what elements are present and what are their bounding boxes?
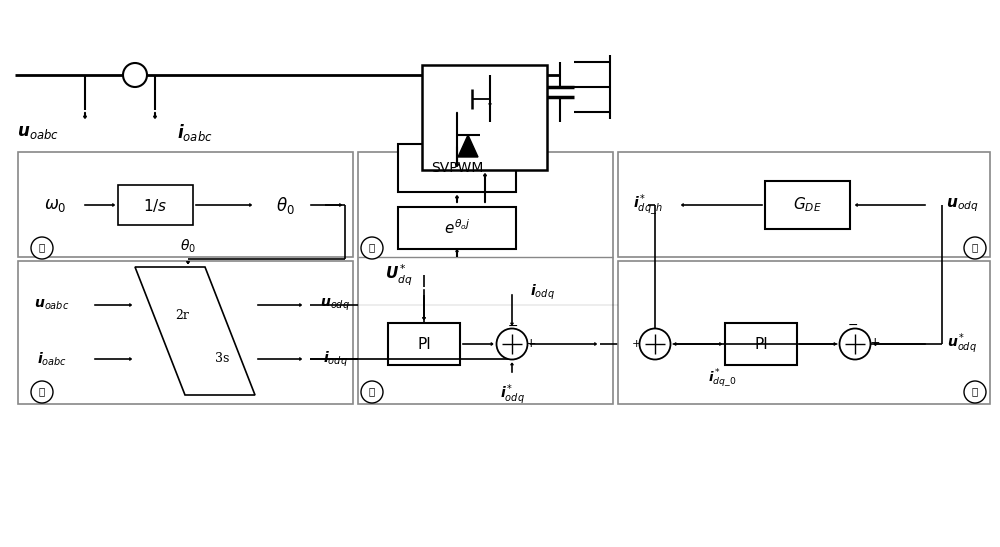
Text: ⑥: ⑥ bbox=[369, 243, 375, 253]
Bar bbox=[618, 261, 990, 404]
Text: SVPWM: SVPWM bbox=[431, 161, 483, 175]
Text: $\theta_0$: $\theta_0$ bbox=[276, 195, 294, 216]
Text: PI: PI bbox=[417, 336, 431, 352]
Bar bbox=[725, 323, 797, 365]
Text: $\theta_0$: $\theta_0$ bbox=[180, 237, 196, 255]
Text: $\boldsymbol{u}_{oabc}$: $\boldsymbol{u}_{oabc}$ bbox=[17, 124, 59, 141]
Text: $e^{\theta_o j}$: $e^{\theta_o j}$ bbox=[444, 219, 470, 237]
Text: $G_{DE}$: $G_{DE}$ bbox=[793, 196, 822, 214]
Text: 3s: 3s bbox=[215, 352, 229, 365]
Circle shape bbox=[964, 237, 986, 259]
Text: ②: ② bbox=[39, 387, 45, 397]
Bar bbox=[358, 152, 613, 404]
Text: $-$: $-$ bbox=[507, 318, 519, 331]
Text: $+$: $+$ bbox=[631, 337, 641, 348]
Circle shape bbox=[640, 329, 670, 359]
Text: $\boldsymbol{u}_{odq}$: $\boldsymbol{u}_{odq}$ bbox=[320, 297, 350, 313]
Bar bbox=[118, 185, 193, 225]
Circle shape bbox=[31, 381, 53, 403]
Circle shape bbox=[840, 329, 871, 359]
Text: $\boldsymbol{u}_{odq}$: $\boldsymbol{u}_{odq}$ bbox=[946, 196, 978, 214]
Bar bbox=[18, 152, 353, 257]
Polygon shape bbox=[458, 135, 478, 157]
Text: $\boldsymbol{i}_{odq}$: $\boldsymbol{i}_{odq}$ bbox=[323, 350, 347, 369]
Bar bbox=[398, 207, 516, 249]
Text: $\boldsymbol{u}_{oabc}$: $\boldsymbol{u}_{oabc}$ bbox=[34, 298, 70, 312]
Text: $\boldsymbol{i}^*_{dq\_0}$: $\boldsymbol{i}^*_{dq\_0}$ bbox=[708, 368, 736, 390]
Text: $1/s$: $1/s$ bbox=[143, 196, 168, 213]
Bar bbox=[765, 181, 850, 229]
Text: $\boldsymbol{u}^*_{odq}$: $\boldsymbol{u}^*_{odq}$ bbox=[947, 331, 977, 356]
Text: $\boldsymbol{i}^*_{dq\_h}$: $\boldsymbol{i}^*_{dq\_h}$ bbox=[633, 192, 663, 218]
Text: ①: ① bbox=[39, 243, 45, 253]
Circle shape bbox=[964, 381, 986, 403]
Circle shape bbox=[31, 237, 53, 259]
Circle shape bbox=[361, 237, 383, 259]
Text: $\omega_0$: $\omega_0$ bbox=[44, 196, 66, 213]
Text: $+$: $+$ bbox=[525, 336, 537, 350]
Text: 2r: 2r bbox=[175, 309, 189, 322]
Text: $\boldsymbol{i}_{odq}$: $\boldsymbol{i}_{odq}$ bbox=[530, 282, 554, 301]
Bar bbox=[398, 144, 516, 192]
Bar bbox=[18, 261, 353, 404]
Text: $-$: $-$ bbox=[847, 317, 859, 330]
Bar bbox=[618, 152, 990, 257]
Text: $+$: $+$ bbox=[869, 335, 881, 348]
Circle shape bbox=[496, 329, 528, 359]
Text: ③: ③ bbox=[972, 387, 978, 397]
Circle shape bbox=[361, 381, 383, 403]
Text: ⑤: ⑤ bbox=[369, 387, 375, 397]
Polygon shape bbox=[135, 267, 255, 395]
Circle shape bbox=[123, 63, 147, 87]
Text: $\boldsymbol{i}_{oabc}$: $\boldsymbol{i}_{oabc}$ bbox=[177, 121, 213, 143]
Text: $\boldsymbol{i}^*_{odq}$: $\boldsymbol{i}^*_{odq}$ bbox=[500, 383, 524, 408]
Text: $\boldsymbol{U}^*_{dq}$: $\boldsymbol{U}^*_{dq}$ bbox=[385, 263, 413, 288]
Text: $\boldsymbol{i}_{oabc}$: $\boldsymbol{i}_{oabc}$ bbox=[37, 350, 67, 368]
Text: ④: ④ bbox=[972, 243, 978, 253]
Bar bbox=[422, 65, 547, 170]
Bar bbox=[388, 323, 460, 365]
Text: PI: PI bbox=[754, 336, 768, 352]
